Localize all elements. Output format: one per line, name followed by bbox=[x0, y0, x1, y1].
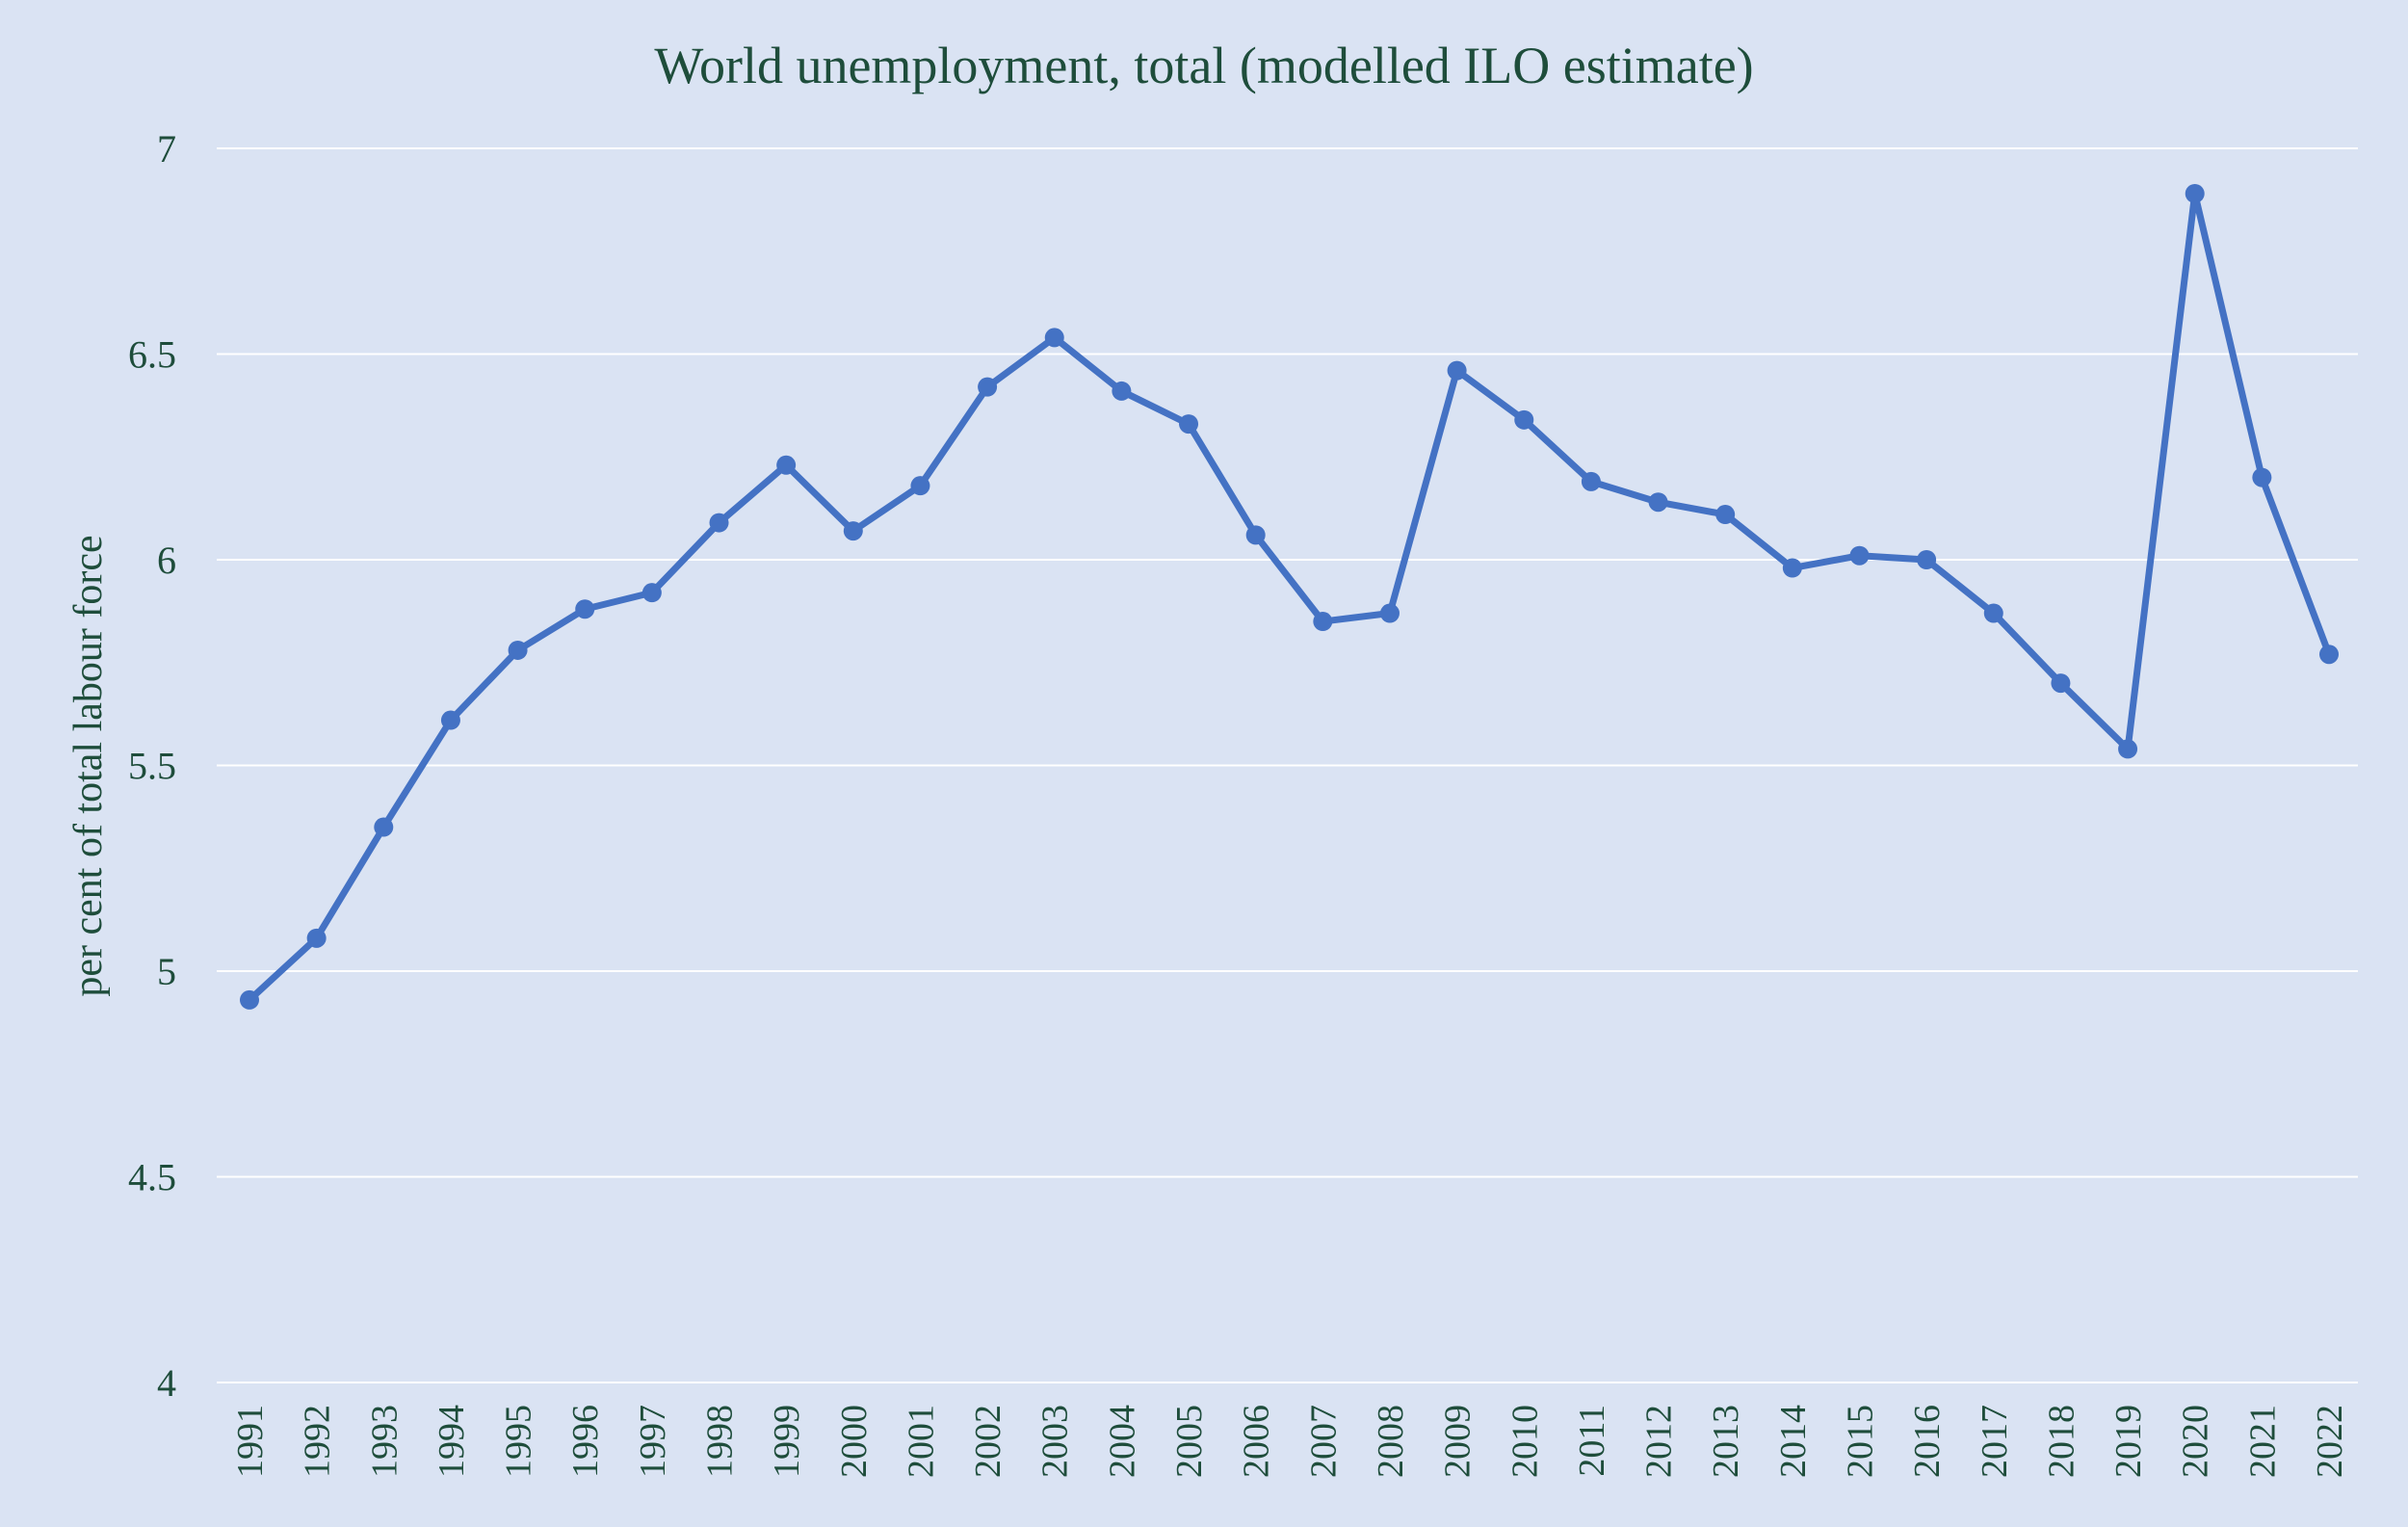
data-point-2006[interactable] bbox=[1245, 525, 1266, 545]
data-point-2018[interactable] bbox=[2051, 673, 2071, 694]
data-point-2013[interactable] bbox=[1715, 505, 1736, 525]
data-point-2019[interactable] bbox=[2118, 739, 2138, 759]
x-tick-label: 2018 bbox=[2041, 1405, 2081, 1478]
data-point-2003[interactable] bbox=[1044, 328, 1064, 348]
chart-title: World unemployment, total (modelled ILO … bbox=[654, 37, 1753, 94]
data-point-1992[interactable] bbox=[306, 928, 327, 948]
x-tick-label: 1995 bbox=[499, 1405, 539, 1478]
x-tick-label: 2009 bbox=[1438, 1405, 1479, 1478]
y-axis-ticks: 4 4.5 5 5.5 6 6.5 7 bbox=[128, 127, 176, 1405]
gridlines bbox=[217, 147, 2358, 1383]
data-point-2012[interactable] bbox=[1648, 492, 1668, 513]
series-layer bbox=[240, 183, 2339, 1010]
data-point-1998[interactable] bbox=[709, 513, 729, 533]
data-point-2000[interactable] bbox=[843, 521, 863, 541]
data-point-2007[interactable] bbox=[1313, 612, 1333, 632]
y-tick-label: 7 bbox=[157, 127, 176, 171]
x-tick-label: 2008 bbox=[1371, 1405, 1411, 1478]
data-point-1993[interactable] bbox=[374, 817, 394, 837]
data-point-1991[interactable] bbox=[240, 989, 259, 1010]
data-point-2009[interactable] bbox=[1447, 360, 1467, 381]
x-tick-label: 1996 bbox=[565, 1405, 606, 1478]
x-tick-label: 1999 bbox=[767, 1405, 807, 1478]
data-point-2005[interactable] bbox=[1179, 414, 1199, 434]
x-tick-label: 1997 bbox=[633, 1405, 673, 1478]
x-tick-label: 2020 bbox=[2176, 1405, 2216, 1478]
x-tick-label: 2003 bbox=[1035, 1405, 1076, 1478]
x-tick-label: 2014 bbox=[1773, 1405, 1814, 1478]
x-tick-label: 2010 bbox=[1505, 1405, 1545, 1478]
x-tick-label: 1992 bbox=[298, 1405, 338, 1478]
data-point-2016[interactable] bbox=[1917, 550, 1937, 569]
data-point-2015[interactable] bbox=[1849, 545, 1870, 566]
data-point-2004[interactable] bbox=[1112, 381, 1132, 401]
x-tick-label: 2022 bbox=[2310, 1405, 2350, 1478]
x-tick-label: 2002 bbox=[968, 1405, 1008, 1478]
x-tick-label: 2012 bbox=[1639, 1405, 1680, 1478]
x-tick-label: 2021 bbox=[2242, 1405, 2283, 1478]
y-tick-label: 4.5 bbox=[128, 1156, 176, 1199]
series-line bbox=[246, 190, 2333, 1004]
x-tick-label: 2001 bbox=[901, 1405, 941, 1478]
x-tick-label: 2005 bbox=[1169, 1405, 1210, 1478]
data-point-2022[interactable] bbox=[2319, 645, 2339, 665]
data-point-1999[interactable] bbox=[776, 455, 797, 475]
data-point-2008[interactable] bbox=[1379, 603, 1400, 623]
data-point-2020[interactable] bbox=[2185, 183, 2205, 203]
data-point-2014[interactable] bbox=[1782, 558, 1802, 578]
x-tick-label: 2006 bbox=[1237, 1405, 1277, 1478]
x-tick-label: 1991 bbox=[230, 1405, 271, 1478]
x-tick-label: 2015 bbox=[1840, 1405, 1880, 1478]
x-tick-label: 2016 bbox=[1907, 1405, 1948, 1478]
x-tick-label: 2007 bbox=[1303, 1405, 1344, 1478]
y-tick-label: 4 bbox=[157, 1361, 176, 1405]
y-tick-label: 6.5 bbox=[128, 333, 176, 377]
data-point-2001[interactable] bbox=[910, 476, 930, 496]
y-tick-label: 5.5 bbox=[128, 745, 176, 788]
x-tick-label: 2011 bbox=[1572, 1405, 1612, 1477]
x-tick-label: 1994 bbox=[432, 1405, 472, 1478]
x-tick-label: 2004 bbox=[1102, 1405, 1142, 1478]
y-tick-label: 5 bbox=[157, 950, 176, 993]
x-tick-label: 2017 bbox=[1975, 1405, 2015, 1478]
x-axis-ticks: 1991 1992 1993 1994 1995 1996 1997 1998 1999 2000… bbox=[230, 1405, 2350, 1478]
x-tick-label: 2000 bbox=[834, 1405, 875, 1478]
data-point-2010[interactable] bbox=[1514, 409, 1534, 430]
y-axis-label: per cent of total labour force bbox=[66, 535, 111, 996]
data-point-2017[interactable] bbox=[1983, 603, 2003, 623]
data-point-2002[interactable] bbox=[978, 377, 998, 397]
data-point-1995[interactable] bbox=[508, 640, 528, 660]
data-point-1997[interactable] bbox=[641, 583, 662, 603]
x-tick-label: 2013 bbox=[1706, 1405, 1746, 1478]
x-tick-label: 2019 bbox=[2108, 1405, 2149, 1478]
x-tick-label: 1998 bbox=[700, 1405, 741, 1478]
data-point-2021[interactable] bbox=[2252, 467, 2272, 487]
data-point-1996[interactable] bbox=[575, 599, 595, 619]
data-point-2011[interactable] bbox=[1581, 471, 1601, 491]
y-tick-label: 6 bbox=[157, 539, 176, 582]
x-tick-label: 1993 bbox=[364, 1405, 405, 1478]
data-point-1994[interactable] bbox=[440, 710, 460, 730]
